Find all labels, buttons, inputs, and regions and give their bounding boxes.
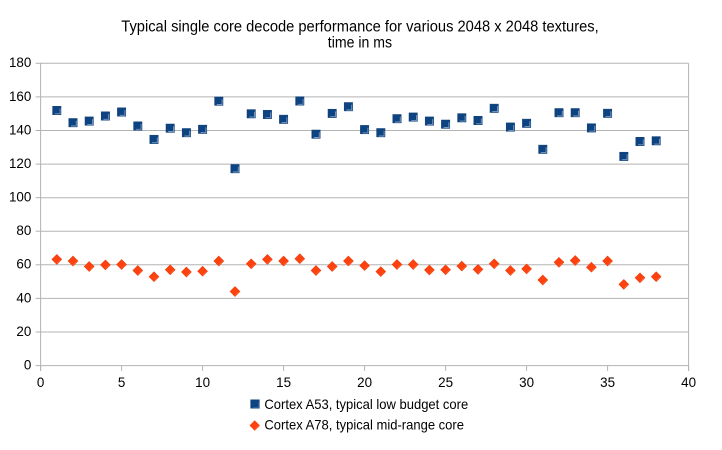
svg-text:30: 30 <box>519 375 534 390</box>
svg-text:160: 160 <box>9 89 31 104</box>
svg-text:40: 40 <box>681 375 696 390</box>
svg-text:Cortex A53, typical low budget: Cortex A53, typical low budget core <box>264 396 468 412</box>
svg-text:0: 0 <box>24 358 31 373</box>
svg-text:140: 140 <box>9 122 31 137</box>
svg-text:120: 120 <box>9 156 31 171</box>
svg-text:40: 40 <box>16 290 31 305</box>
svg-text:20: 20 <box>357 375 372 390</box>
svg-text:20: 20 <box>16 324 31 339</box>
svg-text:10: 10 <box>195 375 210 390</box>
svg-text:Cortex A78, typical mid-range: Cortex A78, typical mid-range core <box>264 417 464 433</box>
svg-text:80: 80 <box>16 223 31 238</box>
svg-text:25: 25 <box>438 375 453 390</box>
svg-text:Typical single core decode per: Typical single core decode performance f… <box>121 19 598 36</box>
svg-text:35: 35 <box>600 375 615 390</box>
svg-text:5: 5 <box>118 375 125 390</box>
svg-text:time in ms: time in ms <box>328 35 392 52</box>
svg-text:15: 15 <box>276 375 291 390</box>
svg-text:0: 0 <box>37 375 44 390</box>
svg-text:60: 60 <box>16 257 31 272</box>
svg-text:180: 180 <box>9 55 31 70</box>
svg-text:100: 100 <box>9 190 31 205</box>
